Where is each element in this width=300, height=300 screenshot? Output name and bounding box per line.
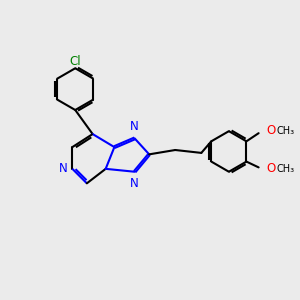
Text: Cl: Cl	[69, 55, 81, 68]
Text: O: O	[267, 162, 276, 175]
Text: O: O	[267, 124, 276, 137]
Text: N: N	[130, 177, 139, 190]
Text: N: N	[130, 120, 139, 133]
Text: CH₃: CH₃	[277, 126, 295, 136]
Text: N: N	[58, 162, 67, 175]
Text: CH₃: CH₃	[277, 164, 295, 174]
